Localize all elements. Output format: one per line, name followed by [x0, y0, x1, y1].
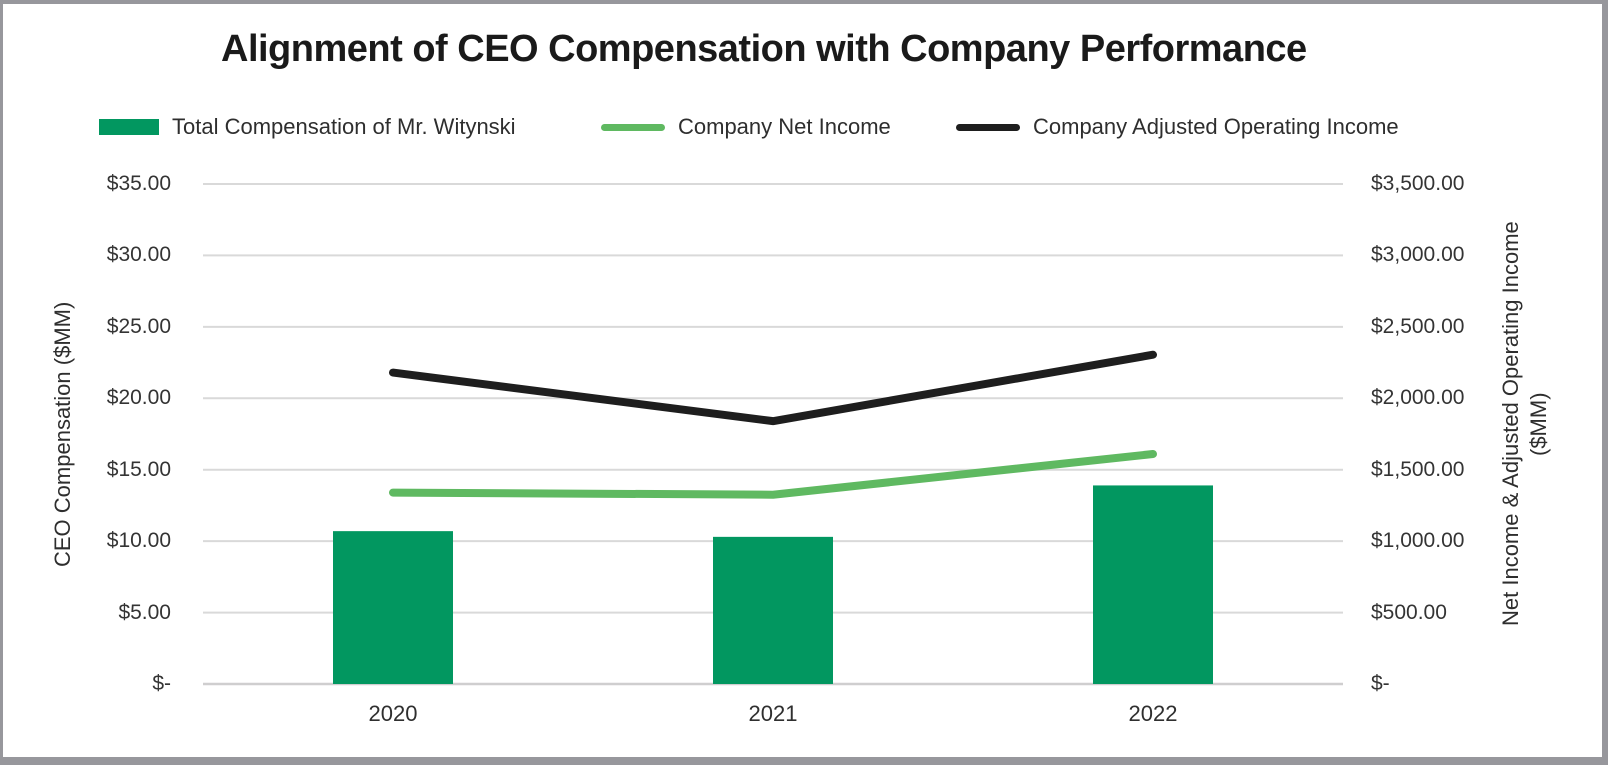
left-axis-tick-label: $20.00 [106, 386, 171, 410]
right-axis-tick-label: $3,000.00 [1371, 243, 1465, 267]
line-company-net-income [389, 450, 1157, 499]
bar-2020 [333, 531, 453, 684]
left-axis-tick-label: $- [152, 672, 171, 695]
left-axis-tick-label: $15.00 [106, 457, 171, 481]
left-axis-tick-label: $10.00 [106, 529, 171, 553]
legend-item-adjusted-operating-income: Company Adjusted Operating Income [956, 114, 1399, 140]
legend-line-swatch-icon [601, 123, 665, 131]
chart-title: Alignment of CEO Compensation with Compa… [221, 28, 1307, 70]
left-axis-tick-label: $5.00 [118, 600, 171, 624]
x-axis-label-2022: 2022 [1128, 701, 1178, 726]
x-axis-label-2020: 2020 [368, 701, 418, 726]
right-axis-tick-label: $500.00 [1371, 600, 1447, 624]
x-axis-label-2021: 2021 [748, 701, 798, 726]
left-axis-tick-label: $25.00 [106, 314, 171, 338]
legend-label-adjusted-operating-income: Company Adjusted Operating Income [1033, 114, 1399, 139]
right-axis-tick-label: $2,000.00 [1371, 386, 1465, 410]
right-axis-tick-label: $2,500.00 [1371, 314, 1465, 338]
bar-2022 [1093, 485, 1213, 684]
plot-area [203, 183, 1343, 686]
legend-bar-swatch-icon [99, 119, 159, 135]
bar-2021 [713, 536, 833, 684]
legend-item-total-compensation: Total Compensation of Mr. Witynski [99, 114, 516, 140]
right-axis-tick-label: $1,000.00 [1371, 529, 1465, 553]
legend-label-net-income: Company Net Income [678, 114, 891, 139]
legend-line-swatch-icon [956, 123, 1020, 131]
right-axis-tick-label: $3,500.00 [1371, 172, 1465, 195]
legend-item-net-income: Company Net Income [601, 114, 891, 140]
legend-label-total-compensation: Total Compensation of Mr. Witynski [172, 114, 516, 139]
left-axis-tick-label: $35.00 [106, 172, 171, 195]
right-axis-tick-label: $- [1371, 672, 1390, 695]
left-axis-tick-label: $30.00 [106, 243, 171, 267]
right-axis-tick-label: $1,500.00 [1371, 457, 1465, 481]
line-company-adjusted-operating-income [389, 350, 1157, 426]
